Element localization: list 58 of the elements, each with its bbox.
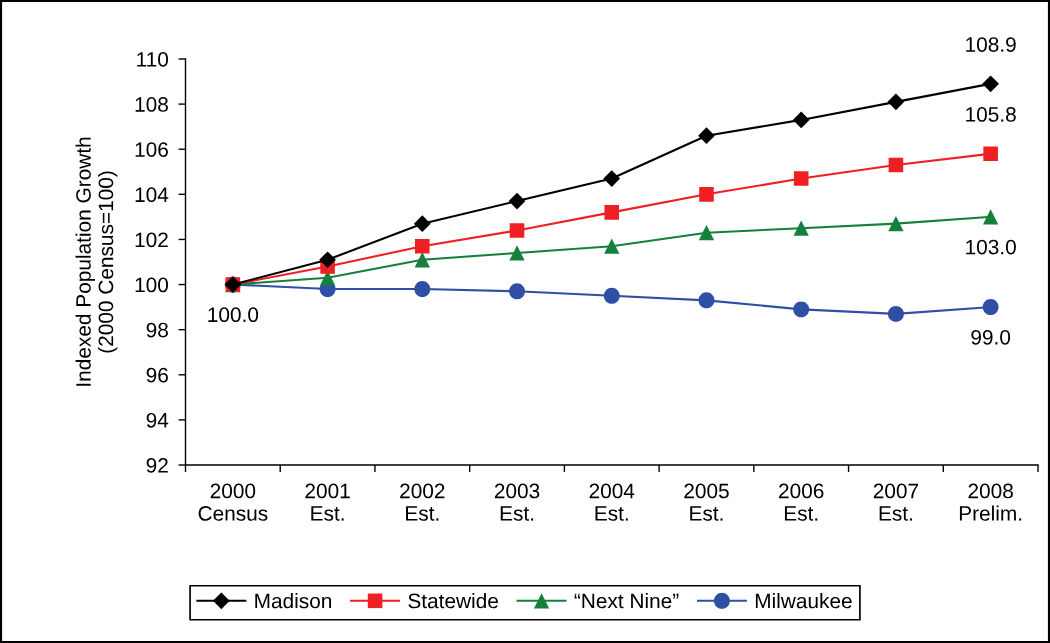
y-tick-label: 106 <box>135 142 168 157</box>
point <box>793 220 809 236</box>
point <box>887 305 904 322</box>
y-axis-title: Indexed Population Growth (2000 Census=100) <box>75 137 118 386</box>
x-tick-label: 2000 Census <box>198 483 268 521</box>
point <box>604 205 620 220</box>
point <box>792 111 810 129</box>
point <box>793 171 809 186</box>
data-label: 99.0 <box>971 329 1011 345</box>
legend-label: Milwaukee <box>755 593 852 609</box>
point <box>604 238 620 254</box>
point <box>888 157 904 173</box>
y-tick-label: 94 <box>146 412 169 428</box>
point <box>698 127 715 145</box>
point <box>983 209 999 225</box>
point <box>982 75 999 93</box>
point <box>888 216 904 232</box>
point <box>793 301 810 318</box>
legend-label: Statewide <box>408 593 498 609</box>
x-tick-label: 2006 Est. <box>779 483 824 521</box>
legend-label: Madison <box>255 593 332 609</box>
x-tick-label: 2004 Est. <box>589 483 635 521</box>
point <box>509 283 526 300</box>
legend-label: “Next Nine” <box>574 593 679 609</box>
y-tick-label: 108 <box>135 97 168 112</box>
x-tick-label: 2005 Est. <box>684 483 729 521</box>
y-tick-label: 98 <box>146 322 168 338</box>
point <box>509 223 525 238</box>
data-label: 100.0 <box>208 307 259 323</box>
point <box>509 245 525 261</box>
point <box>414 281 431 298</box>
point <box>982 299 999 316</box>
point <box>508 192 526 210</box>
x-tick-label: 2001 Est. <box>305 483 350 521</box>
y-tick-label: 100 <box>135 277 169 293</box>
point <box>698 292 715 309</box>
x-tick-label: 2003 Est. <box>494 483 540 521</box>
data-label: 108.9 <box>966 37 1016 52</box>
x-tick-label: 2007 Est. <box>873 483 919 521</box>
point <box>983 146 998 162</box>
point <box>699 187 714 202</box>
point <box>603 170 621 187</box>
point <box>413 215 431 232</box>
data-label: 105.8 <box>966 107 1016 122</box>
point <box>319 251 336 269</box>
y-tick-label: 96 <box>146 367 168 383</box>
y-tick-label: 102 <box>135 232 168 248</box>
point <box>698 225 715 241</box>
y-tick-label: 104 <box>135 187 169 203</box>
point <box>887 93 905 111</box>
x-tick-label: 2002 Est. <box>400 483 445 521</box>
y-tick-label: 92 <box>146 458 168 473</box>
data-label: 103.0 <box>966 239 1016 255</box>
point <box>603 287 620 304</box>
point <box>414 252 430 268</box>
x-tick-label: 2008 Prelim. <box>959 483 1022 521</box>
y-tick-label: 110 <box>137 52 169 67</box>
point <box>415 238 430 254</box>
